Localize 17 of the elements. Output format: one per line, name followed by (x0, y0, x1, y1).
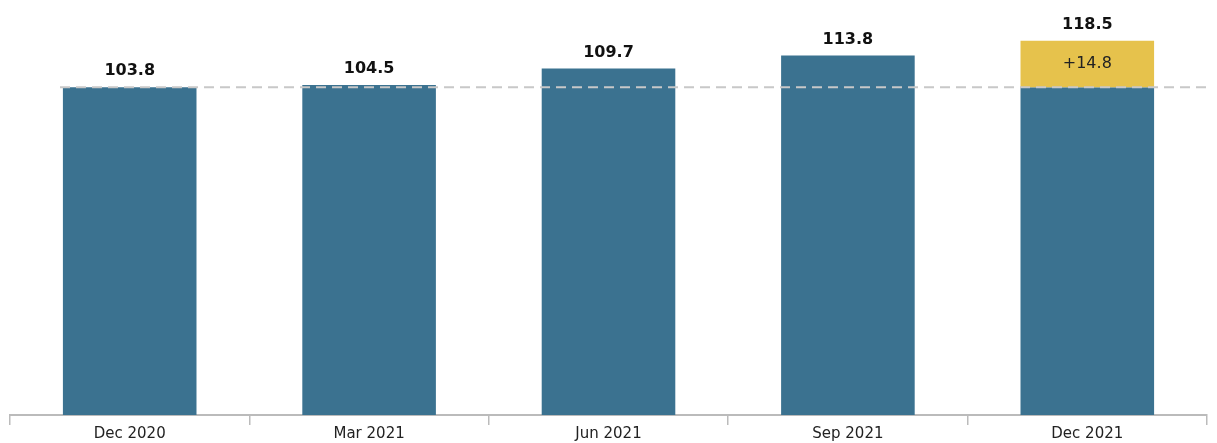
data-label: 104.5 (343, 58, 395, 78)
data-label: 113.8 (822, 28, 874, 48)
x-tick-label: Mar 2021 (333, 423, 405, 442)
x-tick-label: Dec 2020 (93, 423, 166, 442)
x-tick-label: Sep 2021 (812, 423, 884, 442)
bar (541, 68, 676, 415)
x-tick-label: Jun 2021 (574, 423, 642, 442)
bar (1020, 40, 1155, 88)
bar (1020, 87, 1155, 415)
bar (302, 84, 436, 415)
data-label: 103.8 (104, 60, 155, 80)
bar (781, 55, 915, 415)
bar (62, 87, 197, 415)
x-tick-label: Dec 2021 (1051, 423, 1124, 442)
data-label: 109.7 (583, 41, 634, 61)
total-label: 118.5 (1062, 13, 1113, 33)
data-label: +14.8 (1062, 53, 1112, 73)
